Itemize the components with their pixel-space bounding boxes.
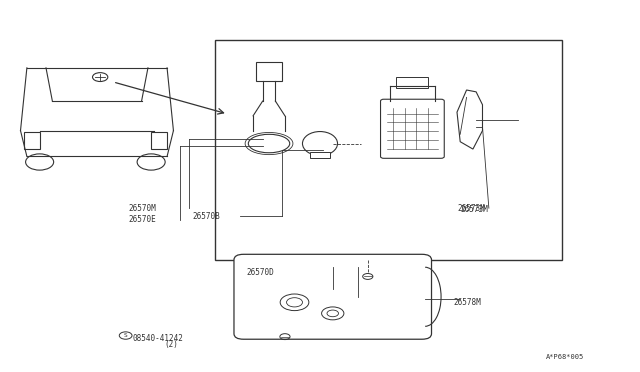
Text: 26570B: 26570B — [193, 212, 220, 221]
Ellipse shape — [248, 134, 290, 153]
Bar — [310, 152, 330, 158]
Text: 26573M: 26573M — [457, 203, 484, 213]
FancyBboxPatch shape — [234, 254, 431, 339]
Text: 26578M: 26578M — [454, 298, 481, 307]
Bar — [256, 62, 282, 81]
Text: 26573M: 26573M — [460, 205, 488, 215]
Bar — [24, 132, 40, 149]
Ellipse shape — [321, 307, 344, 320]
Ellipse shape — [303, 132, 337, 155]
FancyBboxPatch shape — [381, 99, 444, 158]
Ellipse shape — [280, 294, 309, 311]
Text: (2): (2) — [164, 340, 178, 349]
Text: 26570M: 26570M — [129, 203, 157, 213]
Bar — [396, 77, 428, 88]
Bar — [151, 132, 167, 149]
Text: 26570E: 26570E — [129, 215, 157, 224]
Text: S: S — [124, 333, 127, 338]
Bar — [215, 40, 562, 260]
Text: A*P68*005: A*P68*005 — [546, 353, 584, 360]
Text: 26570D: 26570D — [246, 268, 275, 277]
Ellipse shape — [327, 310, 339, 317]
Ellipse shape — [287, 298, 303, 307]
Text: 08540-41242: 08540-41242 — [132, 334, 183, 343]
